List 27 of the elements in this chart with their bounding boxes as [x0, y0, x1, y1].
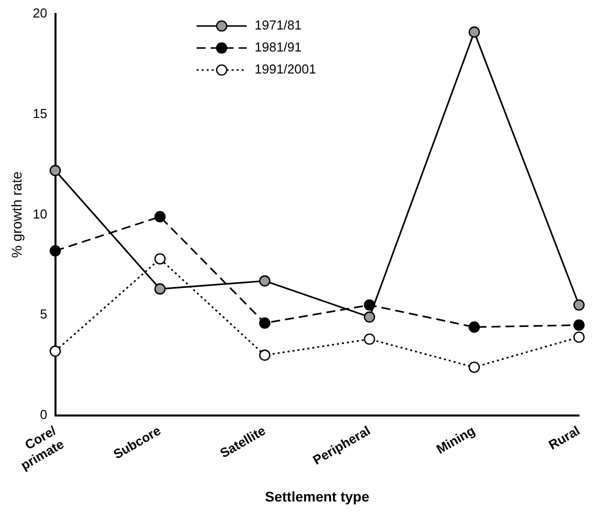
point [573, 319, 585, 331]
y-tick-label: 20 [32, 6, 48, 21]
point [259, 275, 270, 287]
point [468, 321, 480, 333]
point [154, 283, 166, 295]
y-tick-label: 15 [32, 106, 48, 121]
y-axis-title: % growth rate [8, 171, 24, 258]
legend-label: 1981/91 [254, 40, 302, 55]
point [50, 346, 61, 357]
point [364, 311, 376, 323]
point [468, 362, 480, 373]
point [50, 245, 61, 256]
y-tick-label: 10 [32, 206, 48, 222]
point [259, 317, 270, 329]
point [259, 350, 270, 361]
point [154, 253, 166, 264]
legend-label: 1971/81 [254, 18, 302, 33]
point [154, 211, 166, 222]
point [364, 333, 376, 345]
point [573, 331, 585, 343]
point [468, 26, 480, 38]
legend-label: 1991/2001 [254, 62, 316, 77]
point [50, 164, 61, 176]
y-tick-label: 0 [40, 406, 48, 422]
x-axis-title: Settlement type [265, 488, 370, 504]
y-tick-label: 5 [40, 306, 48, 322]
point [573, 299, 585, 311]
